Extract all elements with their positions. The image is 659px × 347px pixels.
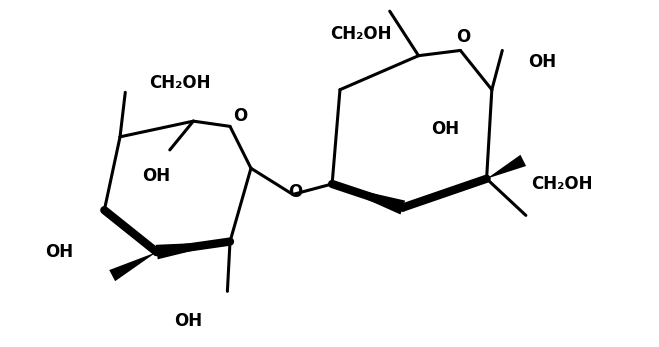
Polygon shape bbox=[156, 242, 230, 259]
Polygon shape bbox=[486, 155, 526, 179]
Polygon shape bbox=[332, 184, 405, 214]
Text: OH: OH bbox=[45, 243, 73, 261]
Polygon shape bbox=[109, 252, 157, 281]
Text: CH₂OH: CH₂OH bbox=[149, 74, 210, 92]
Text: O: O bbox=[289, 183, 302, 201]
Text: OH: OH bbox=[174, 312, 202, 330]
Text: CH₂OH: CH₂OH bbox=[531, 175, 592, 193]
Text: OH: OH bbox=[142, 167, 170, 185]
Text: O: O bbox=[456, 28, 470, 46]
Text: OH: OH bbox=[529, 53, 557, 71]
Text: CH₂OH: CH₂OH bbox=[330, 25, 391, 43]
Text: O: O bbox=[233, 107, 248, 125]
Text: OH: OH bbox=[430, 120, 459, 138]
